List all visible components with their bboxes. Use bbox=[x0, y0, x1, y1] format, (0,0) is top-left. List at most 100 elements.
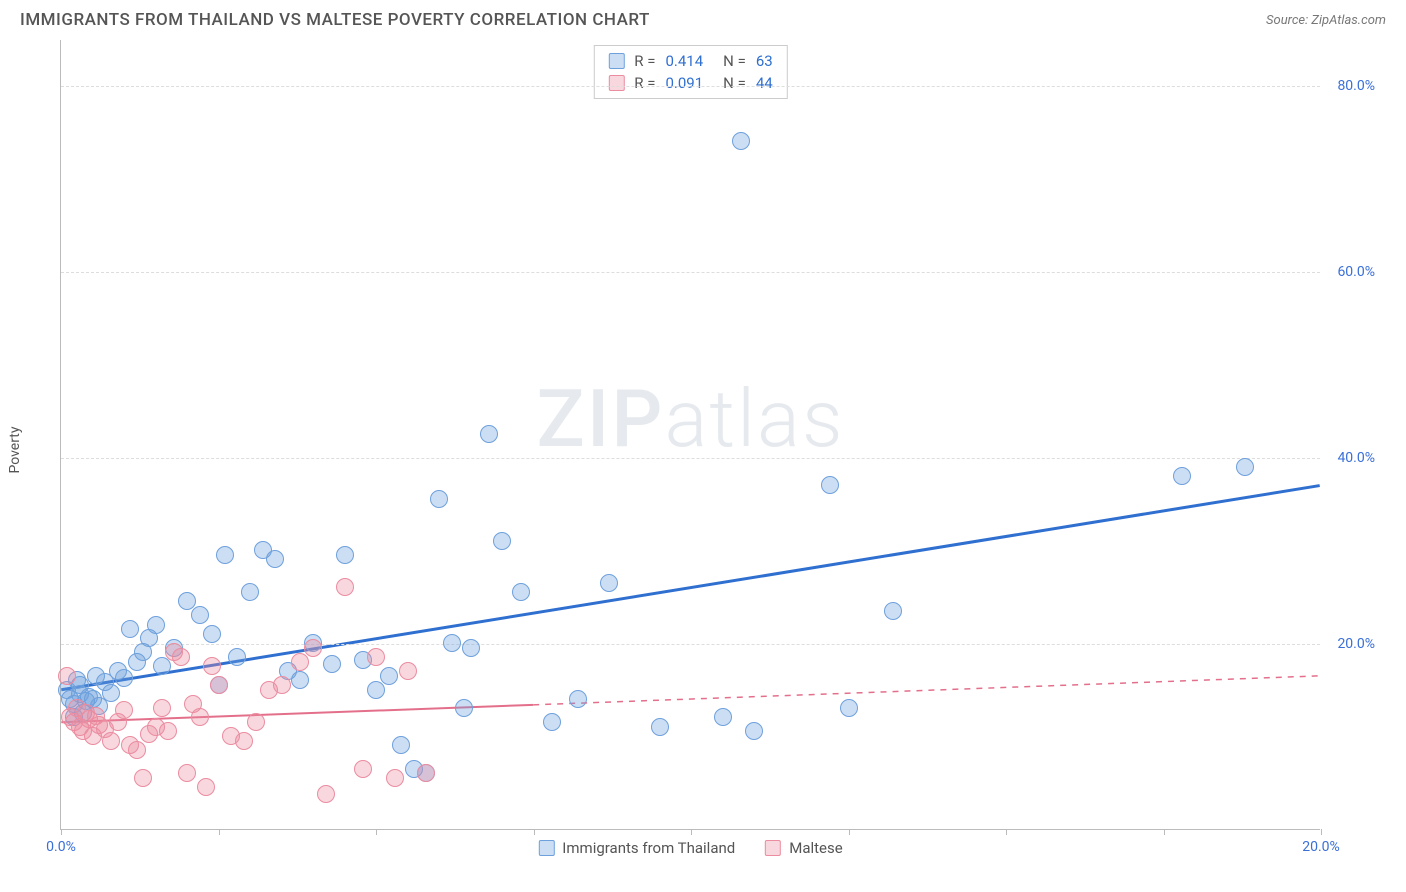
x-tick bbox=[691, 829, 692, 835]
x-tick bbox=[534, 829, 535, 835]
y-tick-label: 60.0% bbox=[1337, 264, 1375, 280]
scatter-point-thailand bbox=[493, 532, 511, 550]
stats-n-maltese: 44 bbox=[756, 74, 773, 92]
scatter-point-thailand bbox=[367, 681, 385, 699]
scatter-point-thailand bbox=[1173, 467, 1191, 485]
scatter-point-thailand bbox=[241, 583, 259, 601]
scatter-point-thailand bbox=[821, 476, 839, 494]
scatter-point-thailand bbox=[462, 639, 480, 657]
header-bar: IMMIGRANTS FROM THAILAND VS MALTESE POVE… bbox=[0, 0, 1406, 38]
stats-n-label-2: N = bbox=[723, 74, 746, 92]
scatter-point-maltese bbox=[210, 676, 228, 694]
swatch-maltese bbox=[608, 75, 624, 91]
scatter-point-maltese bbox=[417, 764, 435, 782]
scatter-point-maltese bbox=[197, 778, 215, 796]
source-label: Source: ZipAtlas.com bbox=[1266, 13, 1386, 28]
scatter-point-thailand bbox=[651, 718, 669, 736]
x-tick bbox=[1006, 829, 1007, 835]
scatter-point-maltese bbox=[367, 648, 385, 666]
scatter-point-maltese bbox=[178, 764, 196, 782]
gridline bbox=[61, 644, 1320, 645]
trend-lines bbox=[61, 40, 1320, 829]
scatter-point-maltese bbox=[317, 785, 335, 803]
scatter-point-thailand bbox=[323, 655, 341, 673]
scatter-point-thailand bbox=[228, 648, 246, 666]
scatter-point-maltese bbox=[336, 578, 354, 596]
x-tick-label: 20.0% bbox=[1302, 839, 1340, 855]
scatter-point-maltese bbox=[304, 639, 322, 657]
scatter-point-thailand bbox=[191, 606, 209, 624]
swatch-thailand bbox=[608, 53, 624, 69]
stats-r-thailand: 0.414 bbox=[665, 52, 703, 70]
scatter-point-thailand bbox=[443, 634, 461, 652]
stats-row-maltese: R = 0.091 N = 44 bbox=[594, 72, 786, 94]
y-tick-label: 20.0% bbox=[1337, 636, 1375, 652]
scatter-point-thailand bbox=[102, 684, 120, 702]
scatter-point-thailand bbox=[380, 667, 398, 685]
scatter-point-thailand bbox=[121, 620, 139, 638]
scatter-point-thailand bbox=[216, 546, 234, 564]
plot-area: ZIPatlas R = 0.414 N = 63 R = 0.091 N = … bbox=[60, 40, 1320, 830]
y-tick-label: 80.0% bbox=[1337, 78, 1375, 94]
scatter-point-maltese bbox=[58, 667, 76, 685]
scatter-point-maltese bbox=[191, 708, 209, 726]
scatter-point-maltese bbox=[354, 760, 372, 778]
legend-label-thailand: Immigrants from Thailand bbox=[562, 839, 735, 857]
scatter-point-thailand bbox=[732, 132, 750, 150]
legend-item-maltese: Maltese bbox=[765, 839, 842, 857]
stats-box: R = 0.414 N = 63 R = 0.091 N = 44 bbox=[593, 45, 787, 99]
scatter-point-thailand bbox=[600, 574, 618, 592]
scatter-point-thailand bbox=[455, 699, 473, 717]
scatter-point-thailand bbox=[147, 616, 165, 634]
scatter-point-maltese bbox=[247, 713, 265, 731]
scatter-point-thailand bbox=[745, 722, 763, 740]
stats-n-label: N = bbox=[723, 52, 746, 70]
watermark-zip: ZIP bbox=[537, 372, 665, 466]
legend-item-thailand: Immigrants from Thailand bbox=[538, 839, 735, 857]
scatter-point-maltese bbox=[128, 741, 146, 759]
x-tick bbox=[376, 829, 377, 835]
stats-r-label-2: R = bbox=[634, 74, 655, 92]
stats-row-thailand: R = 0.414 N = 63 bbox=[594, 50, 786, 72]
scatter-point-thailand bbox=[153, 657, 171, 675]
x-tick bbox=[1321, 829, 1322, 835]
scatter-point-thailand bbox=[1236, 458, 1254, 476]
x-tick bbox=[61, 829, 62, 835]
scatter-point-maltese bbox=[115, 701, 133, 719]
scatter-point-maltese bbox=[386, 769, 404, 787]
scatter-point-maltese bbox=[172, 648, 190, 666]
scatter-point-maltese bbox=[235, 732, 253, 750]
scatter-point-maltese bbox=[291, 653, 309, 671]
legend-swatch-maltese bbox=[765, 840, 781, 856]
stats-n-thailand: 63 bbox=[756, 52, 773, 70]
scatter-point-thailand bbox=[266, 550, 284, 568]
scatter-point-thailand bbox=[291, 671, 309, 689]
scatter-point-thailand bbox=[569, 690, 587, 708]
scatter-point-thailand bbox=[884, 602, 902, 620]
watermark-atlas: atlas bbox=[664, 372, 844, 466]
scatter-point-thailand bbox=[840, 699, 858, 717]
scatter-point-thailand bbox=[203, 625, 221, 643]
stats-r-maltese: 0.091 bbox=[665, 74, 703, 92]
scatter-point-thailand bbox=[336, 546, 354, 564]
legend-label-maltese: Maltese bbox=[789, 839, 842, 857]
scatter-point-thailand bbox=[480, 425, 498, 443]
scatter-point-maltese bbox=[134, 769, 152, 787]
x-tick bbox=[849, 829, 850, 835]
scatter-point-thailand bbox=[115, 669, 133, 687]
stats-r-label: R = bbox=[634, 52, 655, 70]
scatter-point-thailand bbox=[392, 736, 410, 754]
scatter-point-thailand bbox=[512, 583, 530, 601]
scatter-point-maltese bbox=[159, 722, 177, 740]
chart-container: Poverty ZIPatlas R = 0.414 N = 63 R = 0.… bbox=[50, 40, 1386, 860]
y-axis-label: Poverty bbox=[7, 426, 23, 473]
x-tick bbox=[219, 829, 220, 835]
gridline bbox=[61, 86, 1320, 87]
gridline bbox=[61, 458, 1320, 459]
chart-title: IMMIGRANTS FROM THAILAND VS MALTESE POVE… bbox=[20, 10, 650, 30]
bottom-legend: Immigrants from Thailand Maltese bbox=[538, 839, 842, 857]
gridline bbox=[61, 272, 1320, 273]
scatter-point-thailand bbox=[543, 713, 561, 731]
legend-swatch-thailand bbox=[538, 840, 554, 856]
scatter-point-maltese bbox=[273, 676, 291, 694]
